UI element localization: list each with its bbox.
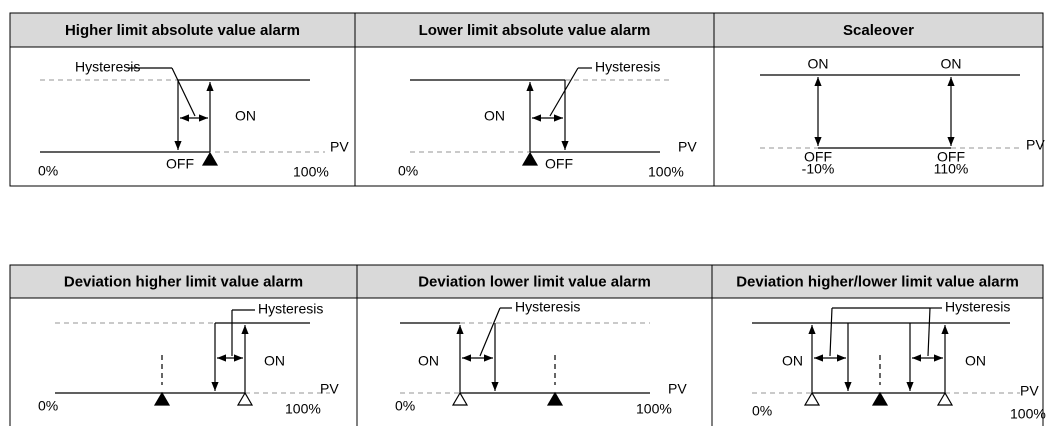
diagram-label: 100% bbox=[285, 401, 321, 417]
diagram-label: 100% bbox=[1010, 406, 1046, 422]
diagram-label: OFF bbox=[937, 149, 965, 165]
diagram-label: ON bbox=[965, 353, 986, 369]
line bbox=[479, 307, 501, 357]
diagram-label: ON bbox=[235, 108, 256, 124]
diagram-label: 0% bbox=[395, 398, 415, 414]
diagram-label: OFF bbox=[545, 156, 573, 172]
panel-title: Higher limit absolute value alarm bbox=[65, 22, 300, 39]
diagram-label: PV bbox=[320, 381, 339, 397]
diagram-label: ON bbox=[941, 56, 962, 72]
setpoint-marker bbox=[521, 151, 539, 166]
line bbox=[927, 307, 931, 357]
table-header bbox=[9, 12, 1044, 48]
line bbox=[829, 307, 833, 357]
table-border bbox=[9, 264, 1044, 426]
panel-title: Lower limit absolute value alarm bbox=[419, 22, 651, 39]
diagram-label: 0% bbox=[38, 398, 58, 414]
diagram-label: PV bbox=[330, 139, 349, 155]
diagram-label: Hysteresis bbox=[595, 59, 660, 75]
diagram-label: 0% bbox=[38, 163, 58, 179]
table-border bbox=[9, 12, 1044, 187]
panel-title: Deviation higher/lower limit value alarm bbox=[736, 273, 1019, 290]
diagram-label: PV bbox=[1020, 383, 1039, 399]
line bbox=[171, 67, 196, 117]
line bbox=[549, 67, 579, 117]
diagram-label: 0% bbox=[752, 403, 772, 419]
setpoint-marker bbox=[871, 391, 889, 406]
panel-title: Deviation lower limit value alarm bbox=[418, 273, 651, 290]
diagram-label: OFF bbox=[166, 156, 194, 172]
diagram-label: PV bbox=[1026, 137, 1045, 153]
diagram-label: -10% bbox=[802, 161, 835, 177]
reference-marker bbox=[451, 391, 469, 406]
diagram-label: 100% bbox=[293, 164, 329, 180]
diagram-label: Hysteresis bbox=[945, 299, 1010, 315]
diagram-label: ON bbox=[484, 108, 505, 124]
reference-marker bbox=[803, 391, 821, 406]
diagram-label: Hysteresis bbox=[258, 301, 323, 317]
reference-marker bbox=[936, 391, 954, 406]
setpoint-marker bbox=[201, 151, 219, 166]
diagram-label: OFF bbox=[804, 149, 832, 165]
diagram-label: ON bbox=[418, 353, 439, 369]
diagram-label: 100% bbox=[636, 401, 672, 417]
diagram-label: Hysteresis bbox=[515, 299, 580, 315]
setpoint-marker bbox=[153, 391, 171, 406]
diagram-label: 0% bbox=[398, 163, 418, 179]
diagram-label: Hysteresis bbox=[75, 59, 140, 75]
diagram-label: ON bbox=[264, 353, 285, 369]
diagram-label: PV bbox=[668, 381, 687, 397]
panel-title: Deviation higher limit value alarm bbox=[64, 273, 303, 290]
diagram-label: 100% bbox=[648, 164, 684, 180]
diagram-label: PV bbox=[678, 139, 697, 155]
diagram-label: ON bbox=[808, 56, 829, 72]
diagram-label: ON bbox=[782, 353, 803, 369]
reference-marker bbox=[236, 391, 254, 406]
diagram-label: 110% bbox=[934, 161, 969, 177]
setpoint-marker bbox=[546, 391, 564, 406]
panel-title: Scaleover bbox=[843, 22, 914, 39]
